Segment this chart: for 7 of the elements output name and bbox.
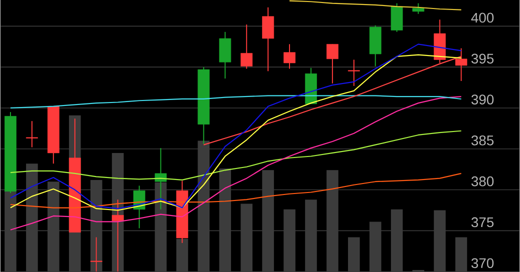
y-tick-label: 385: [471, 135, 494, 146]
y-tick-label: 400: [471, 12, 494, 23]
y-tick-label: 370: [471, 258, 494, 268]
y-tick-label: 395: [471, 54, 494, 64]
y-tick-label: 380: [471, 176, 494, 186]
y-tick-label: 390: [471, 94, 494, 104]
y-tick-label: 375: [471, 217, 494, 228]
